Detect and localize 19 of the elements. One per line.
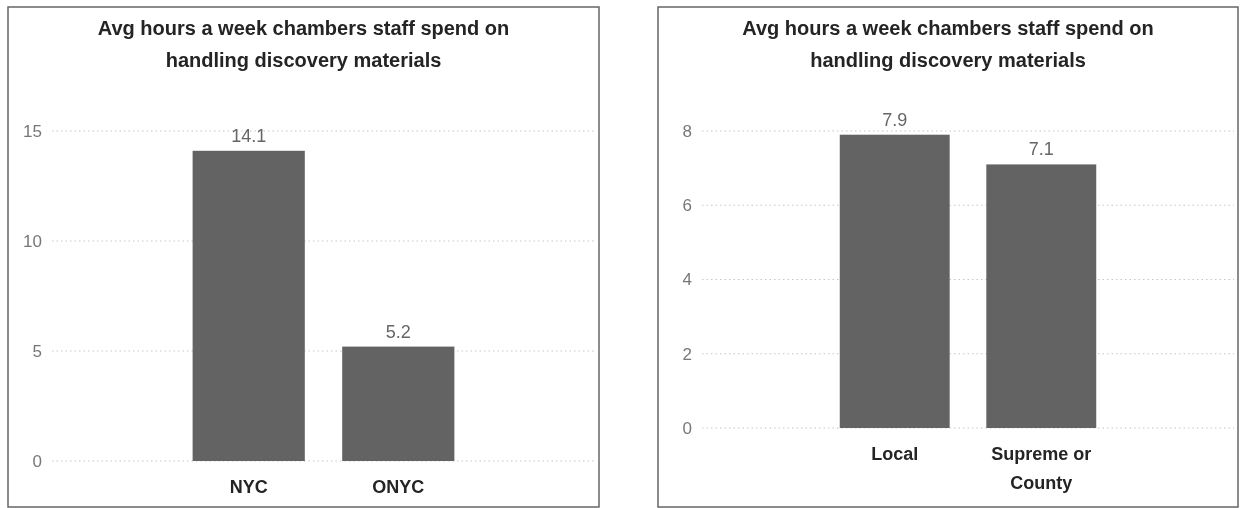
y-tick-label: 10 (23, 231, 42, 251)
chart-title: Avg hours a week chambers staff spend on handling discovery materials (97, 17, 510, 71)
y-tick-label: 6 (682, 196, 692, 216)
y-tick-label: 0 (682, 418, 692, 438)
x-tick-label: NYC (229, 477, 268, 497)
data-label: 5.2 (385, 321, 411, 342)
y-tick-label: 8 (682, 121, 692, 141)
x-tick-label: Supreme or County (991, 444, 1092, 493)
y-tick-label: 15 (23, 121, 42, 141)
y-tick-label: 2 (682, 344, 692, 364)
x-tick-label: ONYC (372, 477, 425, 497)
y-tick-label: 5 (32, 341, 42, 361)
data-label: 14.1 (231, 125, 267, 146)
y-tick-label: 0 (32, 451, 42, 471)
x-tick-label: Local (871, 444, 919, 464)
data-label: 7.9 (882, 109, 908, 130)
data-label: 7.1 (1028, 139, 1054, 160)
y-tick-label: 4 (682, 270, 692, 290)
chart-title: Avg hours a week chambers staff spend on handling discovery materials (742, 17, 1154, 71)
